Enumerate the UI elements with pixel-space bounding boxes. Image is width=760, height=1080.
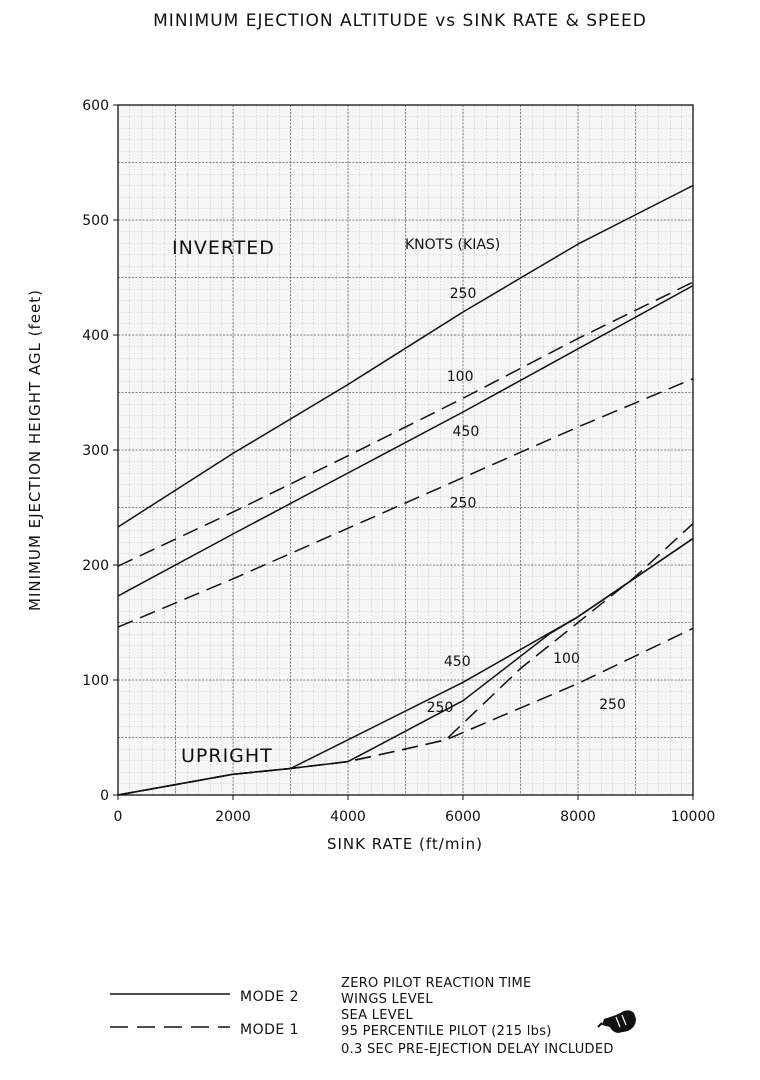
x-tick-label: 8000 bbox=[560, 809, 596, 825]
chart-title: MINIMUM EJECTION ALTITUDE vs SINK RATE &… bbox=[153, 11, 647, 31]
x-tick-label: 10000 bbox=[671, 809, 716, 825]
y-tick-label: 300 bbox=[82, 443, 109, 459]
series-speed-label: 100 bbox=[553, 651, 580, 667]
series-speed-label: 250 bbox=[599, 697, 626, 713]
y-axis-label: MINIMUM EJECTION HEIGHT AGL (feet) bbox=[26, 289, 44, 611]
series-line-inverted-mode2-450 bbox=[117, 284, 694, 597]
x-axis-ticks: 0 2000 4000 6000 8000 10000 bbox=[114, 795, 716, 825]
y-axis-ticks: 0 100 200 300 400 500 600 bbox=[82, 98, 118, 804]
legend-note: WINGS LEVEL bbox=[341, 992, 433, 1007]
legend-note: 95 PERCENTILE PILOT (215 lbs) bbox=[341, 1024, 552, 1039]
series-speed-label: 450 bbox=[444, 654, 471, 670]
inverted-label: INVERTED bbox=[172, 237, 275, 259]
speed-header-label: KNOTS (KIAS) bbox=[405, 237, 500, 253]
annotation-layer: 250 100 450 250 450 250 100 250 bbox=[427, 286, 626, 716]
legend-note: SEA LEVEL bbox=[341, 1008, 413, 1023]
y-tick-label: 600 bbox=[82, 98, 109, 114]
series-speed-label: 450 bbox=[453, 424, 480, 440]
series-layer bbox=[117, 184, 694, 796]
y-tick-label: 100 bbox=[82, 673, 109, 689]
pointing-hand-icon bbox=[597, 1010, 636, 1033]
x-axis-label: SINK RATE (ft/min) bbox=[327, 835, 483, 853]
legend-note: ZERO PILOT REACTION TIME bbox=[341, 976, 532, 991]
series-line-inverted-mode2-250 bbox=[117, 184, 694, 528]
y-tick-label: 500 bbox=[82, 213, 109, 229]
legend-dashed-label: MODE 1 bbox=[240, 1022, 299, 1038]
series-speed-label: 250 bbox=[427, 700, 454, 716]
y-tick-label: 0 bbox=[100, 788, 109, 804]
major-grid bbox=[118, 105, 693, 795]
y-tick-label: 400 bbox=[82, 328, 109, 344]
legend-note: 0.3 SEC PRE-EJECTION DELAY INCLUDED bbox=[341, 1042, 614, 1057]
x-tick-label: 6000 bbox=[445, 809, 481, 825]
series-speed-label: 250 bbox=[450, 496, 477, 512]
x-tick-label: 2000 bbox=[215, 809, 251, 825]
series-speed-label: 250 bbox=[450, 286, 477, 302]
series-line-inverted-mode1-250 bbox=[117, 378, 694, 628]
series-line-upright-mode1-250 bbox=[117, 627, 694, 796]
series-speed-label: 100 bbox=[447, 369, 474, 385]
y-tick-label: 200 bbox=[82, 558, 109, 574]
x-tick-label: 0 bbox=[114, 809, 123, 825]
upright-label: UPRIGHT bbox=[181, 745, 273, 767]
plot-area bbox=[117, 104, 694, 796]
x-tick-label: 4000 bbox=[330, 809, 366, 825]
legend-solid-label: MODE 2 bbox=[240, 989, 299, 1005]
legend: MODE 2 MODE 1 ZERO PILOT REACTION TIME W… bbox=[110, 976, 636, 1057]
series-line-inverted-mode1-100 bbox=[117, 281, 694, 567]
